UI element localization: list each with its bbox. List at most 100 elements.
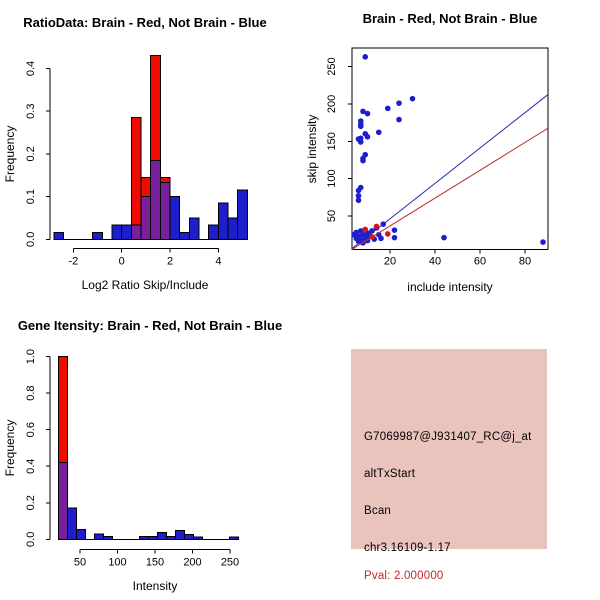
gene-symbol-text: Bcan [364,505,392,517]
x-tick-label: 200 [183,556,201,568]
y-tick-label: 1.0 [25,349,37,364]
scatter-point-brain_red [384,231,391,237]
scatter-point-not_brain_blue [391,234,398,241]
scatter-plot-area: 20 40 60 80 50 100 150 200 250 [326,47,549,267]
hist-bar-blue [227,217,239,240]
hist-bar-blue [217,202,229,240]
scatter-point-not_brain_blue [441,234,447,241]
scatter-point-not_brain_blue [355,187,362,194]
x-tick-label: 0 [119,255,125,267]
gene-info-card: G7069987@J931407_RC@j_at altTxStart Bcan… [351,349,547,582]
pval-text: Pval: 2.000000 [364,570,444,582]
plot-box [351,47,549,250]
y-tick-label: 0.4 [25,61,37,76]
hist-bar-blue [179,231,190,240]
scatter-point-not_brain_blue [391,227,398,233]
hist-bar-blue [138,535,149,540]
scatter-point-not_brain_blue [355,192,362,199]
hist-bar-blue [237,189,248,240]
scatter-xlabel: include intensity [407,280,492,294]
scatter-point-not_brain_blue [362,54,369,60]
ratio-histogram-plot-area: 0.0 0.1 0.2 0.3 0.4 -2 0 2 4 [25,55,248,267]
hist-bar-overlap [150,159,161,240]
panel-gene-intensity-histogram: Gene Itensity: Brain - Red, Not Brain - … [0,300,300,600]
hist-bar-blue [92,231,103,240]
hist-bar-blue [165,535,176,540]
x-tick-label: 250 [221,556,239,568]
y-tick-label: 200 [326,95,338,113]
scatter-point-brain_red [362,226,369,233]
scatter-point-not_brain_blue [409,95,416,102]
scatter-point-not_brain_blue [396,116,402,123]
hist-bar-blue [102,536,113,540]
hist-bar-blue [93,533,104,540]
x-tick-label: -2 [68,255,78,267]
scatter-point-not_brain_blue [378,235,384,242]
x-tick-label: 60 [474,255,486,267]
y-tick-label: 0.6 [25,422,37,437]
hist-bar-blue [66,507,77,540]
y-tick-label: 0.3 [25,104,37,119]
y-tick-label: 0.1 [25,189,37,204]
gene-intensity-xlabel: Intensity [133,579,178,593]
x-tick-label: 4 [215,255,221,267]
x-tick-label: 50 [74,556,86,568]
hist-bar-blue [228,536,239,540]
hist-bar-blue [174,529,185,540]
panel-ratio-histogram: RatioData: Brain - Red, Not Brain - Blue… [0,0,300,300]
y-tick-label: 250 [326,57,338,75]
y-tick-label: 0.2 [25,146,37,161]
scatter-point-not_brain_blue [357,139,364,145]
scatter-point-not_brain_blue [364,110,371,117]
x-tick-label: 2 [167,255,173,267]
scatter-point-not_brain_blue [357,123,364,130]
hist-bar-overlap [130,224,142,240]
y-tick-label: 0.4 [25,459,37,474]
hist-bar-blue [111,224,123,240]
hist-bar-blue [121,224,132,240]
ratio-histogram-ylabel: Frequency [3,126,17,183]
scatter-point-not_brain_blue [360,108,366,115]
x-tick-label: 20 [384,255,396,267]
ratio-histogram-title: RatioData: Brain - Red, Not Brain - Blue [23,15,266,30]
hist-bar-blue [192,536,203,540]
hist-bar-blue [208,224,219,240]
y-tick-label: 150 [326,132,338,150]
scatter-point-not_brain_blue [375,129,382,136]
hist-bar-blue [75,528,86,540]
event-type-text: altTxStart [364,468,416,480]
y-tick-label: 100 [326,169,338,187]
hist-bar-blue [188,217,200,240]
y-tick-label: 50 [326,210,338,222]
y-tick-label: 0.0 [25,232,37,247]
scatter-point-not_brain_blue [540,239,546,245]
y-tick-label: 0.0 [25,532,37,547]
ratio-histogram-svg: RatioData: Brain - Red, Not Brain - Blue… [3,15,267,292]
regression-line-blue [351,94,548,250]
ratio-histogram-xlabel: Log2 Ratio Skip/Include [82,278,209,292]
panel-intensity-scatter: Brain - Red, Not Brain - Blue include in… [300,0,600,300]
location-text: chr3.16109-1.17 [364,542,451,554]
x-tick-label: 80 [519,255,531,267]
y-tick-label: 0.2 [25,495,37,510]
hist-bar-blue [183,533,194,540]
hist-bar-overlap [140,196,152,240]
x-tick-label: 40 [429,255,441,267]
hist-bar-overlap [159,182,171,240]
hist-bar-overlap [57,462,68,540]
x-tick-label: 100 [108,556,126,568]
scatter-point-not_brain_blue [384,105,391,112]
gene-intensity-title: Gene Itensity: Brain - Red, Not Brain - … [18,318,282,333]
intensity-scatter-svg: Brain - Red, Not Brain - Blue include in… [305,11,549,294]
hist-bar-red [130,117,142,240]
regression-line-red [351,128,548,250]
hist-bar-blue [169,196,181,240]
hist-bar-blue [156,532,167,540]
gene-intensity-histogram-svg: Gene Itensity: Brain - Red, Not Brain - … [3,318,282,593]
x-tick-label: 150 [146,556,164,568]
hist-bar-blue [147,535,158,540]
gene-intensity-ylabel: Frequency [3,420,17,477]
y-tick-label: 0.8 [25,385,37,400]
scatter-ylabel: skip intensity [305,115,319,184]
hist-bar-blue [53,231,65,240]
